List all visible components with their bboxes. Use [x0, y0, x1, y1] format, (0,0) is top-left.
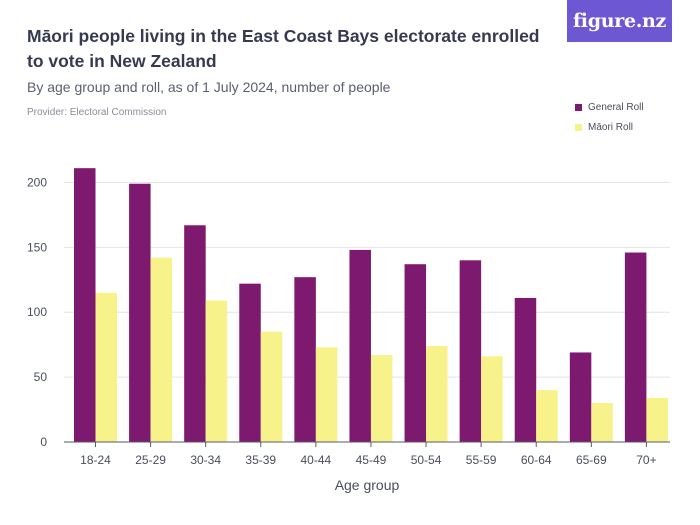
x-tick-label-30-34: 30-34 [190, 453, 221, 467]
y-tick-label-150: 150 [27, 240, 47, 254]
bars [74, 168, 668, 442]
bar-general-roll-35-39 [239, 283, 261, 442]
y-tick-label-100: 100 [27, 305, 47, 319]
bar-general-roll-25-29 [129, 183, 151, 442]
bar-maori-roll-25-29 [150, 257, 173, 442]
y-tick-label-0: 0 [40, 435, 47, 449]
bar-general-roll-70+ [624, 252, 647, 442]
x-tick-label-70+: 70+ [636, 453, 656, 467]
bar-general-roll-65-69 [569, 352, 592, 442]
bar-maori-roll-40-44 [315, 347, 338, 442]
x-tick-label-40-44: 40-44 [301, 453, 332, 467]
bar-general-roll-30-34 [184, 225, 206, 442]
chart-legend: General Roll Māori Roll [575, 97, 644, 137]
bar-maori-roll-18-24 [95, 292, 117, 442]
axes: 0 50 100 150 200 18-24 25-29 30-34 35-39 40-44 45-… [27, 175, 670, 467]
y-tick-label-50: 50 [34, 370, 48, 384]
legend-swatch-maori-roll [575, 123, 582, 131]
bar-maori-roll-70+ [646, 397, 668, 442]
bar-maori-roll-30-34 [205, 300, 228, 442]
legend-swatch-general-roll [575, 103, 582, 111]
x-tick-label-50-54: 50-54 [411, 453, 442, 467]
chart-subtitle: By age group and roll, as of 1 July 2024… [27, 79, 391, 95]
bar-general-roll-40-44 [294, 277, 316, 442]
legend-item-general-roll: General Roll [575, 97, 644, 117]
bar-maori-roll-45-49 [370, 355, 393, 442]
chart-title: Māori people living in the East Coast Ba… [27, 26, 540, 71]
bar-general-roll-45-49 [349, 249, 371, 442]
bar-general-roll-18-24 [74, 168, 96, 442]
bar-maori-roll-60-64 [536, 390, 558, 442]
legend-label-general-roll: General Roll [588, 101, 644, 113]
x-tick-label-35-39: 35-39 [245, 453, 276, 467]
x-tick-label-18-24: 18-24 [80, 453, 111, 467]
bar-maori-roll-35-39 [260, 331, 283, 442]
x-axis-title: Age group [335, 477, 400, 493]
x-tick-label-60-64: 60-64 [521, 453, 552, 467]
legend-label-maori-roll: Māori Roll [588, 121, 634, 133]
x-tick-label-65-69: 65-69 [576, 453, 607, 467]
bar-maori-roll-55-59 [481, 356, 503, 442]
data-provider: Provider: Electoral Commission [27, 107, 167, 118]
x-tick-label-55-59: 55-59 [466, 453, 497, 467]
bar-general-roll-60-64 [514, 297, 537, 442]
x-tick-label-45-49: 45-49 [356, 453, 387, 467]
bar-general-roll-55-59 [459, 260, 482, 442]
bar-general-roll-50-54 [404, 264, 427, 442]
x-tick-label-25-29: 25-29 [135, 453, 166, 467]
bar-maori-roll-65-69 [591, 403, 613, 442]
figure-nz-logo[interactable]: figure.nz [567, 0, 672, 42]
y-tick-label-200: 200 [27, 175, 47, 189]
bar-maori-roll-50-54 [426, 345, 448, 442]
legend-item-maori-roll: Māori Roll [575, 117, 644, 137]
